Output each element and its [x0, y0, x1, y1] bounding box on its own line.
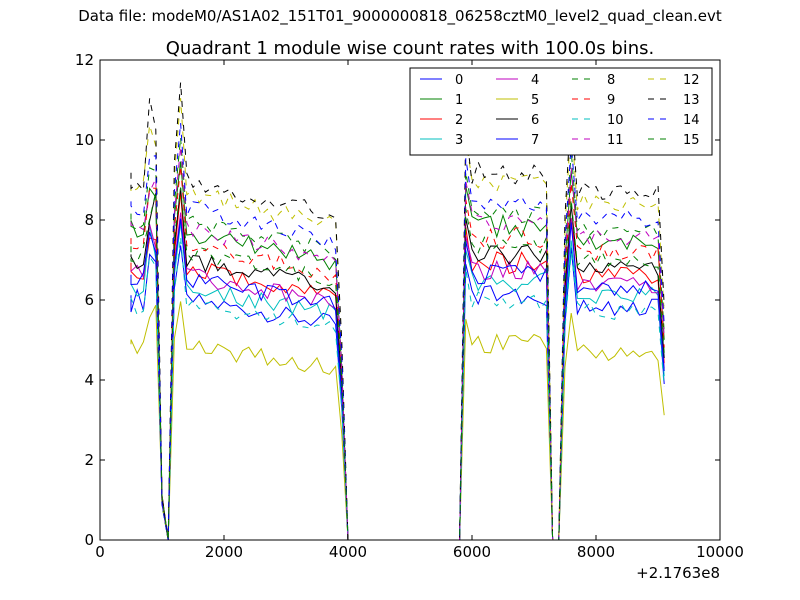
y-tick-label: 0: [84, 531, 94, 549]
x-tick-label: 8000: [577, 543, 615, 561]
x-offset-label: +2.1763e8: [636, 564, 720, 582]
legend-label-4: 4: [531, 73, 539, 88]
y-tick-label: 2: [84, 451, 94, 469]
series-line-7: [130, 218, 665, 540]
legend-box: [409, 67, 713, 156]
legend-label-11: 11: [607, 133, 624, 148]
legend-label-6: 6: [531, 113, 539, 128]
x-tick-label: 2000: [205, 543, 243, 561]
legend-label-5: 5: [531, 93, 539, 108]
series-line-14: [130, 123, 665, 540]
series-line-9: [130, 165, 665, 540]
legend-label-10: 10: [607, 113, 624, 128]
y-tick-label: 10: [75, 131, 94, 149]
series-line-11: [130, 146, 665, 540]
series-line-8: [130, 137, 665, 540]
series-line-15: [130, 187, 665, 540]
y-tick-label: 12: [75, 51, 94, 69]
legend-label-12: 12: [683, 73, 700, 88]
series-line-6: [130, 187, 665, 540]
chart-title: Quadrant 1 module wise count rates with …: [166, 38, 655, 59]
y-tick-label: 6: [84, 291, 94, 309]
x-tick-label: 4000: [329, 543, 367, 561]
legend-label-14: 14: [683, 113, 700, 128]
legend-label-8: 8: [607, 73, 615, 88]
legend-label-15: 15: [683, 133, 700, 148]
legend-label-13: 13: [683, 93, 700, 108]
series-line-4: [130, 212, 665, 540]
legend-label-9: 9: [607, 93, 615, 108]
series-line-0: [130, 245, 665, 540]
series-layer: [130, 82, 665, 540]
series-line-12: [130, 98, 665, 540]
legend-label-7: 7: [531, 133, 539, 148]
series-line-10: [130, 236, 665, 540]
legend-label-1: 1: [455, 93, 463, 108]
figure-suptitle: Data file: modeM0/AS1A02_151T01_90000008…: [78, 7, 722, 25]
x-tick-label: 6000: [453, 543, 491, 561]
legend-label-2: 2: [455, 113, 463, 128]
x-tick-label: 10000: [696, 543, 744, 561]
y-tick-label: 4: [84, 371, 94, 389]
legend-label-0: 0: [455, 73, 463, 88]
series-line-1: [130, 161, 665, 540]
y-tick-label: 8: [84, 211, 94, 229]
legend-label-3: 3: [455, 133, 463, 148]
series-line-5: [130, 301, 665, 540]
x-tick-label: 0: [95, 543, 105, 561]
